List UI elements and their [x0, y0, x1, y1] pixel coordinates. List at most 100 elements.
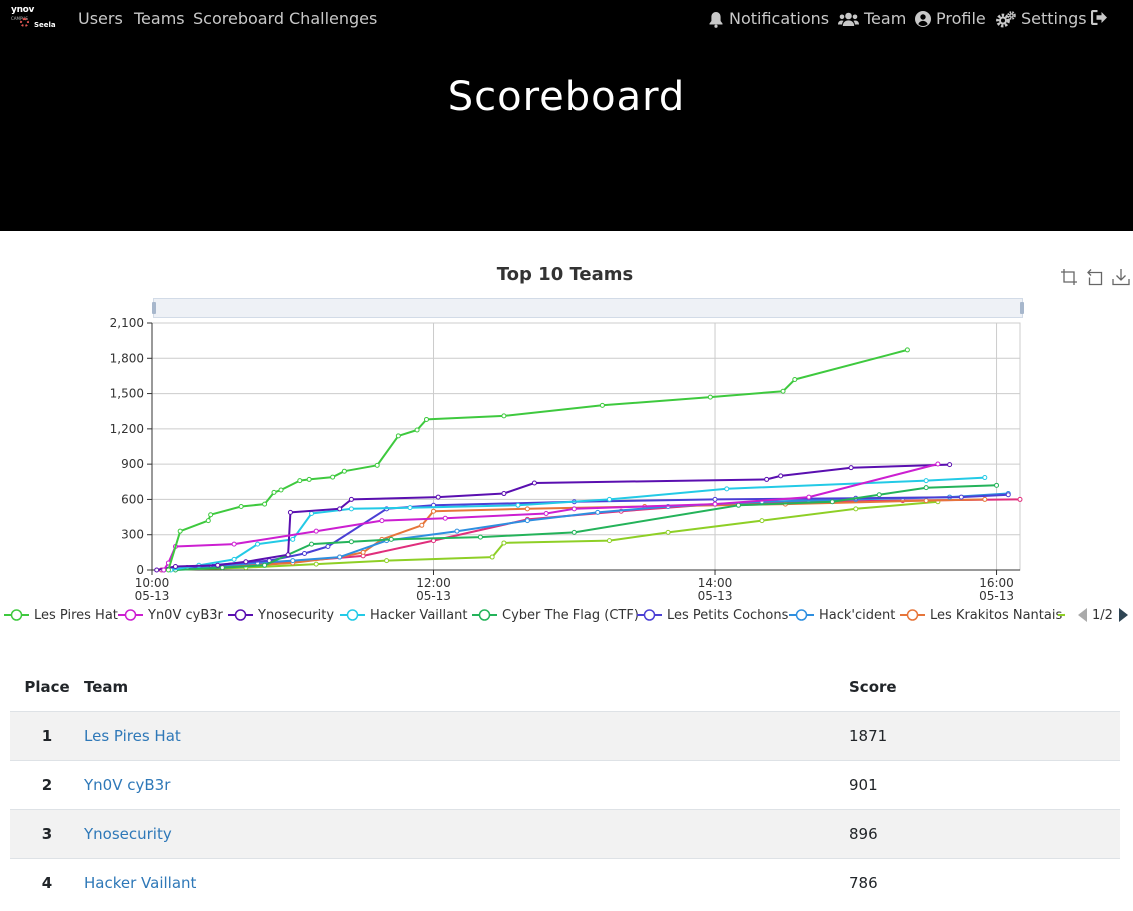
series-line — [167, 348, 908, 571]
zoom-reset-button[interactable] — [1086, 268, 1106, 288]
series-point — [301, 551, 307, 557]
series-point — [287, 509, 293, 515]
series-point — [348, 496, 354, 502]
chart-legend: Les Pires Hat Yn0V cyB3r Ynosecurity Hacker… — [0, 604, 1133, 626]
table-header-row: Place Team Score — [10, 662, 1120, 712]
nav-teams-link[interactable]: Teams — [134, 9, 185, 28]
legend-label: Hacker Vaillant — [370, 607, 468, 623]
logo-text-seela: Seela — [34, 21, 56, 29]
series-point — [764, 476, 770, 482]
series-point — [177, 528, 183, 534]
legend-page-indicator: 1/2 — [1092, 607, 1113, 623]
team-link[interactable]: Yn0V cyB3r — [84, 776, 171, 794]
series-point — [524, 518, 530, 524]
score-cell: 896 — [849, 809, 1120, 859]
x-tick-date-label: 05-13 — [416, 589, 451, 600]
score-cell: 901 — [849, 760, 1120, 810]
place-cell: 1 — [10, 711, 84, 761]
series-point — [735, 502, 741, 508]
series-point — [161, 567, 167, 573]
zoom-tool-button[interactable] — [1060, 268, 1080, 288]
place-cell: 4 — [10, 858, 84, 907]
series-point — [806, 494, 812, 500]
nav-settings-link[interactable]: Settings — [996, 9, 1087, 29]
series-point — [665, 529, 671, 535]
series-point — [501, 413, 507, 419]
table-row: 3 Ynosecurity 896 — [10, 809, 1120, 859]
y-tick-label: 1,500 — [110, 387, 144, 401]
sign-out-icon — [1090, 9, 1107, 26]
series-point — [454, 528, 460, 534]
zoom-slider-start-handle[interactable] — [152, 302, 156, 314]
zoom-icon — [1061, 269, 1077, 285]
series-point — [285, 552, 291, 558]
legend-item[interactable]: Hacker Vaillant — [340, 604, 467, 626]
series-point — [337, 554, 343, 560]
y-tick-label: 0 — [136, 563, 144, 577]
series-point — [571, 529, 577, 535]
nav-scoreboard-link[interactable]: Scoreboard — [193, 9, 285, 28]
series-point — [982, 475, 988, 481]
series-point — [309, 541, 315, 547]
series-point — [923, 478, 929, 484]
series-point — [442, 515, 448, 521]
nav-challenges-link[interactable]: Challenges — [289, 9, 378, 28]
chart-zoom-slider[interactable] — [152, 298, 1024, 318]
legend-prev-page-button[interactable] — [1078, 608, 1087, 622]
y-tick-label: 900 — [121, 457, 144, 471]
series-point — [923, 485, 929, 491]
score-header: Score — [849, 677, 897, 696]
site-logo[interactable]: ynov CAMPUS Seela — [10, 5, 56, 33]
series-point — [290, 558, 296, 564]
zoom-slider-end-handle[interactable] — [1020, 302, 1024, 314]
series-point — [154, 567, 160, 573]
team-link[interactable]: Hacker Vaillant — [84, 874, 197, 892]
x-tick-label: 14:00 — [698, 576, 733, 590]
x-tick-date-label: 05-13 — [979, 589, 1014, 600]
series-point — [297, 478, 303, 484]
logout-link[interactable] — [1090, 9, 1108, 30]
save-image-button[interactable] — [1112, 268, 1132, 288]
series-point — [778, 473, 784, 479]
series-point — [262, 562, 268, 568]
series-point — [379, 518, 385, 524]
nav-profile-link[interactable]: Profile — [915, 9, 986, 29]
legend-label: Les Krakitos Nantais — [930, 607, 1063, 623]
nav-notifications-link[interactable]: Notifications — [708, 9, 829, 29]
legend-item[interactable]: Cyber The Flag (CTF) — [472, 604, 639, 626]
team-header: Team — [84, 677, 129, 696]
series-point — [388, 536, 394, 542]
series-point — [231, 541, 237, 547]
logo-gear-icon — [20, 18, 29, 27]
series-point — [309, 511, 315, 517]
y-tick-label: 300 — [121, 528, 144, 542]
nav-team-label: Team — [864, 9, 907, 28]
x-tick-label: 12:00 — [416, 576, 451, 590]
series-point — [325, 543, 331, 549]
legend-item[interactable]: Ynosecurity — [228, 604, 334, 626]
legend-item[interactable]: Les Pires Hat — [4, 604, 118, 626]
series-point — [262, 501, 268, 507]
team-cell: Yn0V cyB3r — [84, 760, 849, 810]
legend-item[interactable]: Les Krakitos Nantais — [900, 604, 1062, 626]
team-link[interactable]: Ynosecurity — [84, 825, 172, 843]
series-point — [313, 528, 319, 534]
team-link[interactable]: Les Pires Hat — [84, 727, 181, 745]
series-point — [947, 462, 953, 468]
legend-next-page-button[interactable] — [1118, 608, 1128, 622]
legend-item[interactable] — [1058, 604, 1070, 626]
series-point — [205, 518, 211, 524]
legend-item[interactable]: Hack'cident — [789, 604, 895, 626]
series-point — [904, 347, 910, 353]
legend-item[interactable]: Les Petits Cochons — [637, 604, 788, 626]
page-header — [0, 38, 1133, 231]
nav-users-link[interactable]: Users — [78, 9, 123, 28]
logo-text-campus: CAMPUS — [11, 16, 28, 21]
legend-item[interactable]: Yn0V cyB3r — [118, 604, 223, 626]
navbar: ynov CAMPUS Seela Users Teams Scoreboard… — [0, 0, 1133, 38]
series-point — [935, 461, 941, 467]
series-point — [595, 509, 601, 515]
nav-team-link[interactable]: Team — [838, 9, 906, 29]
series-point — [313, 561, 319, 567]
series-point — [238, 503, 244, 509]
